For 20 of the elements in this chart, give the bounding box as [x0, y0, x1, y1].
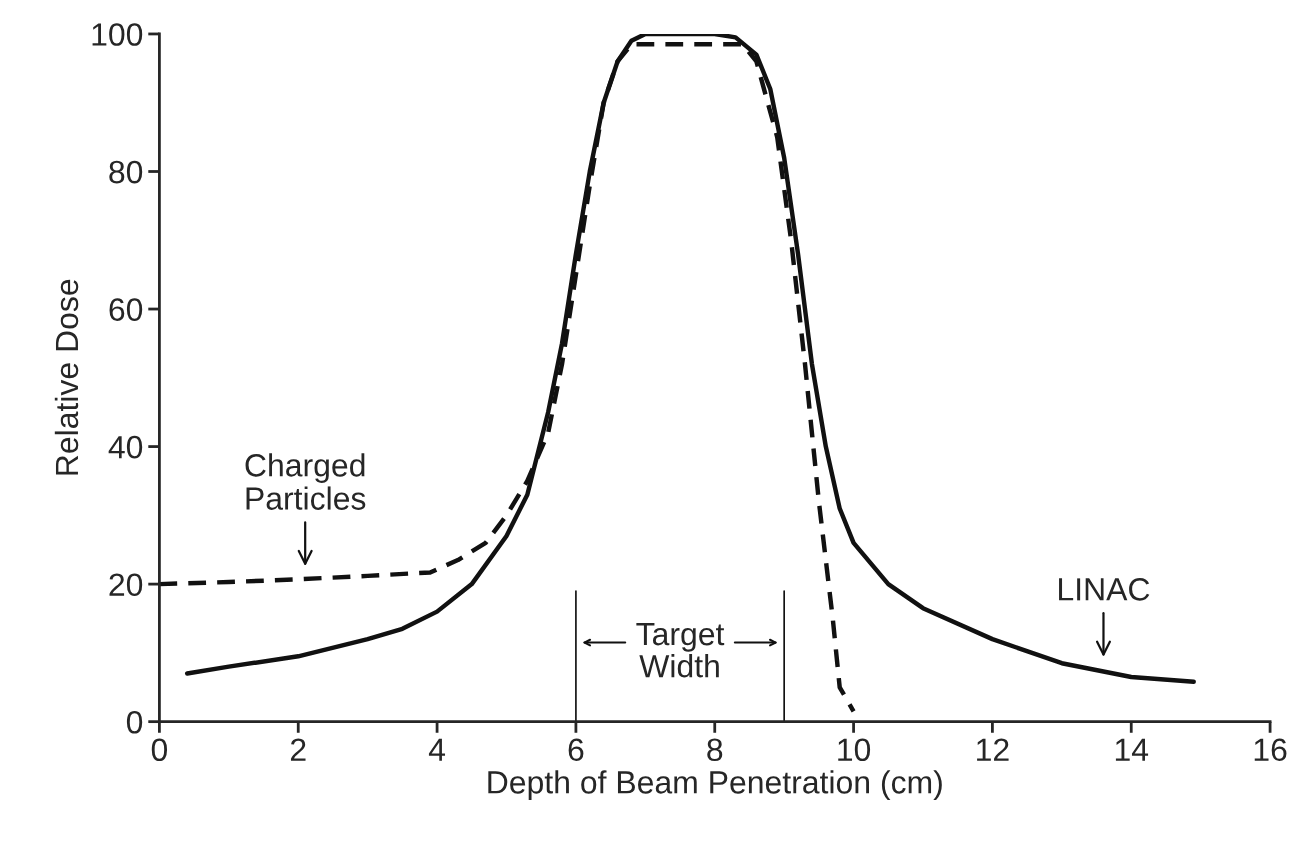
x-axis-title: Depth of Beam Penetration (cm): [488, 770, 942, 800]
annotation: LINAC: [1059, 578, 1150, 601]
x-tick-label: 0: [151, 738, 168, 762]
y-tick-label: 40: [108, 435, 143, 459]
annotation: Charged Particles: [245, 453, 366, 510]
x-tick-label: 16: [1254, 738, 1287, 762]
x-tick-label: 4: [428, 738, 446, 761]
x-tick-label: 14: [1115, 738, 1149, 761]
x-tick-label: 12: [977, 738, 1009, 761]
y-tick-label: 100: [92, 23, 143, 46]
annotation: Target Width: [636, 623, 725, 678]
y-axis-title: Relative Dose: [54, 279, 79, 475]
x-tick-label: 2: [290, 738, 306, 761]
y-tick-label: 80: [109, 160, 143, 184]
x-tick-label: 10: [838, 738, 871, 762]
y-tick-label: 20: [109, 573, 143, 596]
x-tick-label: 8: [707, 738, 723, 762]
y-tick-label: 60: [109, 298, 143, 321]
y-tick-label: 0: [126, 710, 143, 734]
x-tick-label: 6: [568, 738, 584, 762]
